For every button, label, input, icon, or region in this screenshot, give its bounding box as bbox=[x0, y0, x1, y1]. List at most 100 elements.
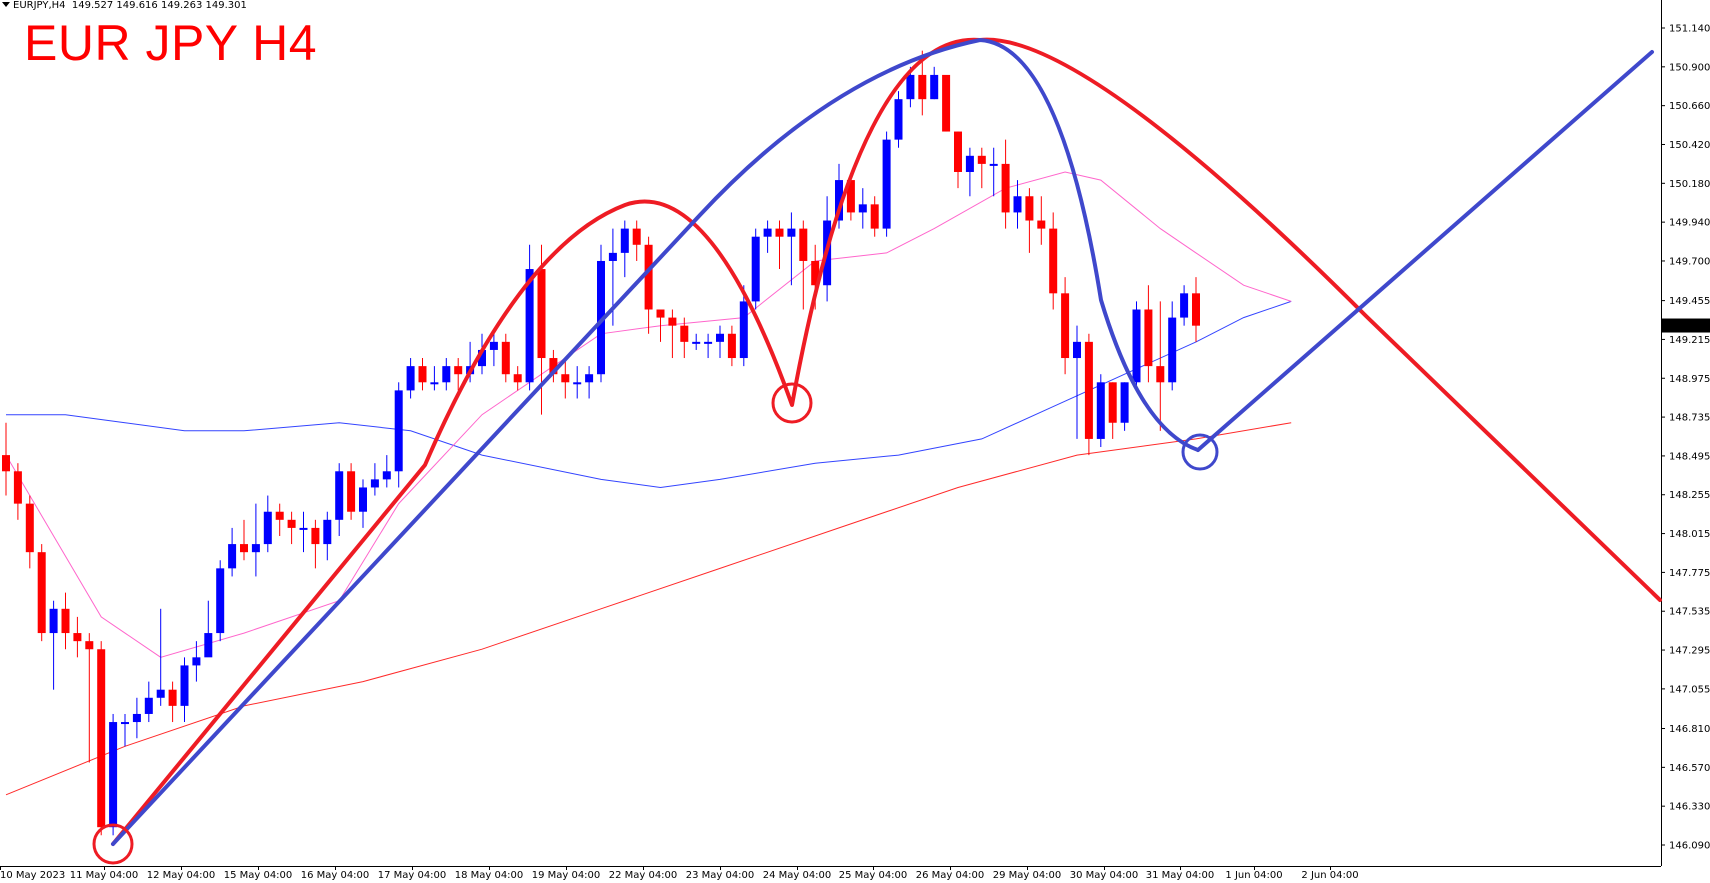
candle-body bbox=[37, 552, 46, 634]
candle-body bbox=[1132, 309, 1141, 383]
x-tick-label: 10 May 2023 bbox=[0, 870, 65, 881]
x-tick-label: 2 Jun 04:00 bbox=[1301, 870, 1358, 881]
y-tick-label: 149.455 bbox=[1669, 296, 1710, 307]
candle-body bbox=[144, 697, 153, 714]
candle-body bbox=[549, 358, 558, 375]
candle-body bbox=[668, 317, 677, 326]
blue-trendline bbox=[1196, 50, 1654, 452]
candle-body bbox=[573, 382, 582, 385]
y-tick-label: 147.535 bbox=[1669, 607, 1710, 618]
candle-body bbox=[192, 657, 201, 666]
dropdown-arrow-icon[interactable] bbox=[2, 2, 10, 7]
candle-body bbox=[132, 713, 141, 723]
candle-body bbox=[894, 99, 903, 140]
candle-body bbox=[228, 544, 237, 569]
x-tick-label: 31 May 04:00 bbox=[1146, 870, 1215, 881]
candle-body bbox=[739, 301, 748, 359]
candle-body bbox=[787, 228, 796, 237]
candle-body bbox=[1073, 341, 1081, 359]
x-tick-label: 23 May 04:00 bbox=[686, 870, 755, 881]
candle-body bbox=[513, 374, 522, 383]
candle-body bbox=[287, 519, 296, 528]
candle-body bbox=[1037, 220, 1046, 229]
candle-body bbox=[1120, 382, 1129, 423]
x-tick-label: 12 May 04:00 bbox=[147, 870, 216, 881]
candle-body bbox=[537, 269, 546, 359]
y-tick-label: 150.180 bbox=[1669, 179, 1710, 190]
candle-body bbox=[870, 204, 879, 229]
chart-overlay-title: EUR JPY H4 bbox=[24, 15, 318, 71]
candle-body bbox=[251, 544, 260, 553]
candle-body bbox=[846, 180, 855, 213]
candle-body bbox=[906, 74, 915, 100]
x-tick-label: 19 May 04:00 bbox=[532, 870, 601, 881]
candle-body bbox=[716, 333, 724, 342]
x-tick-label: 24 May 04:00 bbox=[763, 870, 832, 881]
candle-body bbox=[359, 487, 367, 512]
candle-body bbox=[2, 455, 10, 472]
candle-body bbox=[299, 527, 308, 530]
x-tick-label: 18 May 04:00 bbox=[455, 870, 524, 881]
candle-body bbox=[311, 527, 320, 545]
y-tick-label: 148.495 bbox=[1669, 451, 1710, 462]
candle-body bbox=[323, 519, 332, 545]
candle-body bbox=[430, 382, 439, 385]
candle-body bbox=[347, 471, 356, 512]
y-tick-label: 148.015 bbox=[1669, 529, 1710, 540]
y-tick-label: 146.090 bbox=[1669, 841, 1710, 852]
y-tick-label: 150.900 bbox=[1669, 62, 1710, 73]
candle-body bbox=[763, 228, 772, 237]
candle-body bbox=[478, 349, 486, 367]
x-tick-label: 25 May 04:00 bbox=[839, 870, 908, 881]
x-tick-label: 17 May 04:00 bbox=[378, 870, 447, 881]
y-tick-label: 147.775 bbox=[1669, 568, 1710, 579]
cup-bottom-circle-marker bbox=[1181, 433, 1219, 471]
y-tick-label: 150.420 bbox=[1669, 140, 1710, 151]
candle-body bbox=[680, 325, 689, 342]
candle-body bbox=[204, 633, 213, 658]
candle-body bbox=[180, 665, 189, 706]
candle-body bbox=[1084, 341, 1093, 439]
candle-body bbox=[382, 471, 391, 480]
candle-body bbox=[97, 649, 106, 828]
candle-body bbox=[727, 333, 736, 359]
candle-body bbox=[240, 544, 248, 553]
candle-body bbox=[156, 689, 165, 698]
candle-body bbox=[394, 390, 403, 472]
ma-mid-line bbox=[6, 300, 1292, 489]
candle-body bbox=[1001, 163, 1010, 213]
candle-body bbox=[454, 366, 463, 375]
y-tick-label: 147.055 bbox=[1669, 684, 1710, 695]
candle-body bbox=[121, 722, 129, 725]
cup-blue-curve bbox=[111, 38, 1200, 846]
candle-body bbox=[989, 163, 998, 166]
ma-slow-line bbox=[5, 422, 1292, 796]
candle-body bbox=[525, 269, 534, 383]
current-price-label: 149.301 bbox=[1666, 321, 1707, 332]
candle-body bbox=[406, 366, 415, 391]
candle-body bbox=[370, 479, 379, 488]
candle-body bbox=[954, 131, 962, 172]
candle-body bbox=[168, 689, 177, 706]
candle-body bbox=[561, 374, 570, 383]
y-tick-label: 148.735 bbox=[1669, 413, 1710, 424]
y-tick-label: 150.660 bbox=[1669, 101, 1710, 112]
candle-body bbox=[858, 204, 867, 213]
candle-body bbox=[1144, 309, 1153, 367]
candle-body bbox=[73, 633, 82, 642]
candle-body bbox=[1192, 293, 1200, 326]
x-tick-label: 30 May 04:00 bbox=[1070, 870, 1139, 881]
candle-body bbox=[85, 641, 94, 650]
y-tick-label: 146.570 bbox=[1669, 763, 1710, 774]
y-tick-label: 146.330 bbox=[1669, 802, 1710, 813]
candle-body bbox=[1180, 293, 1189, 318]
high-value: 149.616 bbox=[116, 0, 158, 11]
candle-body bbox=[620, 228, 629, 253]
candle-body bbox=[216, 568, 225, 634]
candle-body bbox=[418, 366, 427, 383]
candle-body bbox=[1061, 293, 1070, 359]
candle-body bbox=[965, 155, 974, 172]
candle-body bbox=[442, 366, 451, 383]
y-tick-label: 149.940 bbox=[1669, 218, 1710, 229]
